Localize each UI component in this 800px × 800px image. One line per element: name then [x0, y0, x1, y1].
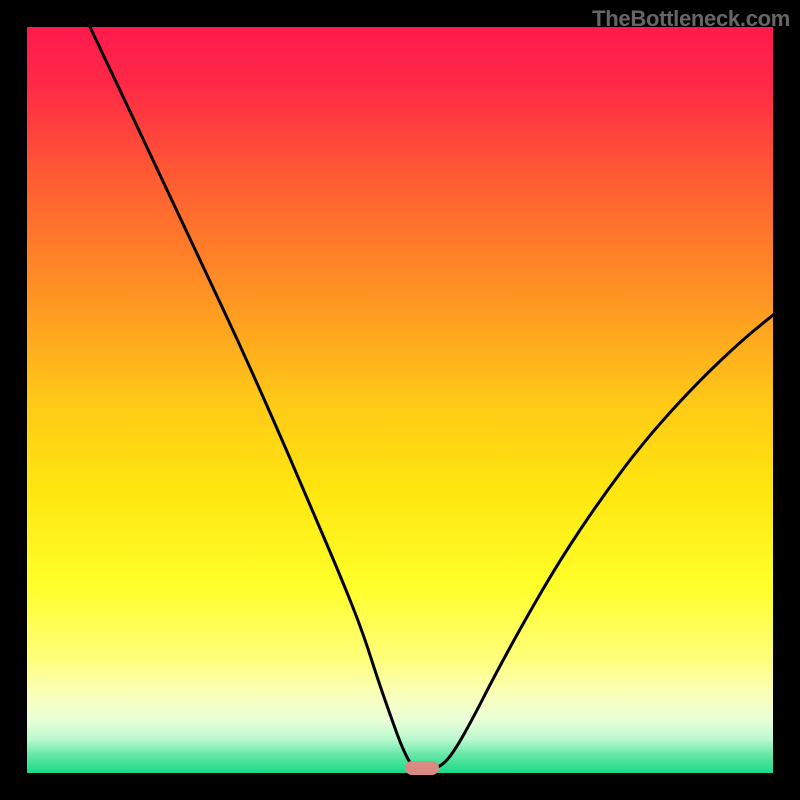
gradient-background — [27, 27, 773, 773]
bottleneck-chart — [0, 0, 800, 800]
chart-container: TheBottleneck.com — [0, 0, 800, 800]
attribution-label: TheBottleneck.com — [592, 6, 790, 32]
optimal-point-marker — [405, 761, 439, 775]
